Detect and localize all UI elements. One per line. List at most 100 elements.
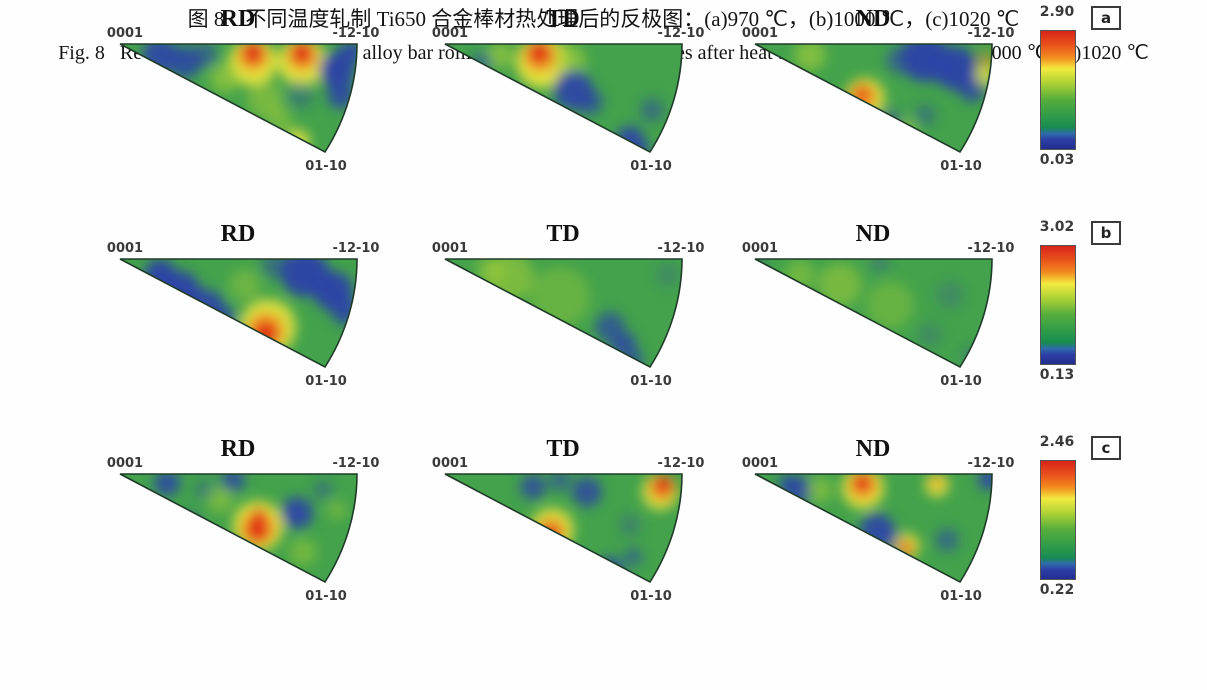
- hotspot-red: [253, 322, 277, 346]
- hotspot-blue: [331, 297, 357, 325]
- colorbar-group-a: 2.90 0.03 a: [1035, 0, 1205, 180]
- ipf-panel-a-nd: ND 0001 -12-10 01-10: [740, 0, 1070, 180]
- hotspot-blue: [261, 259, 289, 279]
- corner-label-0001: 0001: [107, 456, 143, 471]
- panel-title: RD: [221, 436, 256, 462]
- corner-label-0001: 0001: [107, 26, 143, 41]
- hotspot-blue: [623, 547, 643, 567]
- wedge-outline: [119, 43, 358, 154]
- ipf-wedge-b-rd: RD 0001 -12-10 01-10: [107, 221, 380, 389]
- corner-label-0001: 0001: [742, 241, 778, 256]
- hotspot-orange: [978, 51, 992, 69]
- ipf-wedge-c-td: TD 0001 -12-10 01-10: [432, 436, 705, 604]
- ipf-panel-c-nd: ND 0001 -12-10 01-10: [740, 430, 1070, 610]
- corner-label-01-10: 01-10: [630, 159, 672, 174]
- wedge-outline: [119, 258, 358, 369]
- colorbar-min-value: 0.03: [1039, 152, 1075, 168]
- hotspot-yellowgreen: [247, 82, 283, 118]
- wedge-outline: [444, 473, 683, 584]
- corner-label--12-10: -12-10: [333, 456, 380, 471]
- panel-title: TD: [546, 6, 579, 32]
- hotspot-yellowgreen: [818, 263, 862, 307]
- hotspot-blue: [520, 474, 546, 500]
- corner-label--12-10: -12-10: [333, 26, 380, 41]
- corner-label-01-10: 01-10: [305, 374, 347, 389]
- hotspot-yellowgreen: [554, 44, 586, 76]
- hotspot-red: [853, 474, 871, 491]
- ipf-row-a: RD 0001 -12-10 01-10 TD 0001 -12-10 01-1…: [0, 0, 1207, 215]
- colorbar-group-c: 2.46 0.22 c: [1035, 430, 1205, 610]
- colorbar-max-value: 3.02: [1039, 219, 1075, 235]
- hotspot-yellowgreen: [210, 63, 240, 93]
- corner-label-0001: 0001: [742, 456, 778, 471]
- corner-label-01-10: 01-10: [940, 374, 982, 389]
- colorbar-max-value: 2.90: [1039, 4, 1075, 20]
- hotspot-blue: [286, 81, 314, 109]
- hotspot-blue: [877, 109, 903, 135]
- colorbar-gradient: [1040, 30, 1076, 150]
- hotspot-blue: [313, 480, 333, 500]
- wedge-outline: [444, 43, 683, 154]
- hotspot-yellowgreen: [807, 477, 833, 503]
- hotspot-blue: [886, 46, 914, 74]
- corner-label--12-10: -12-10: [968, 456, 1015, 471]
- hotspot-blue: [577, 89, 603, 115]
- panel-title: RD: [221, 6, 256, 32]
- hotspot-blue: [572, 477, 602, 507]
- corner-label--12-10: -12-10: [968, 241, 1015, 256]
- subfigure-label-c: c: [1091, 436, 1121, 460]
- ipf-panel-c-rd: RD 0001 -12-10 01-10: [105, 430, 435, 610]
- ipf-grid: RD 0001 -12-10 01-10 TD 0001 -12-10 01-1…: [0, 0, 1207, 613]
- ipf-row-c: RD 0001 -12-10 01-10 TD 0001 -12-10 01-1…: [0, 430, 1207, 613]
- hotspot-blue: [778, 474, 796, 492]
- hotspot-yellowgreen: [785, 260, 815, 290]
- hotspot-blue: [472, 52, 492, 72]
- hotspot-blue: [870, 259, 890, 273]
- corner-label-01-10: 01-10: [940, 159, 982, 174]
- corner-label-0001: 0001: [432, 456, 468, 471]
- panel-title: ND: [856, 6, 891, 32]
- hotspot-red: [541, 525, 559, 543]
- ipf-row-b: RD 0001 -12-10 01-10 TD 0001 -12-10 01-1…: [0, 215, 1207, 430]
- ipf-panel-a-rd: RD 0001 -12-10 01-10: [105, 0, 435, 180]
- subfigure-label-b: b: [1091, 221, 1121, 245]
- colorbar-min-value: 0.13: [1039, 367, 1075, 383]
- corner-label--12-10: -12-10: [658, 26, 705, 41]
- colorbar-min-value: 0.22: [1039, 582, 1075, 598]
- corner-label--12-10: -12-10: [968, 26, 1015, 41]
- hotspot-yellowgreen: [794, 44, 826, 71]
- corner-label-01-10: 01-10: [305, 159, 347, 174]
- colorbar-max-value: 2.46: [1039, 434, 1075, 450]
- hotspot-blue: [339, 44, 357, 64]
- corner-label-0001: 0001: [432, 241, 468, 256]
- ipf-wedge-a-nd: ND 0001 -12-10 01-10: [742, 6, 1015, 174]
- hotspot-yellowgreen: [476, 259, 504, 284]
- corner-label-01-10: 01-10: [305, 589, 347, 604]
- hotspot-blue: [640, 98, 664, 122]
- corner-label--12-10: -12-10: [333, 241, 380, 256]
- hotspot-blue: [918, 323, 942, 347]
- corner-label-01-10: 01-10: [630, 374, 672, 389]
- ipf-panel-b-rd: RD 0001 -12-10 01-10: [105, 215, 435, 395]
- hotspot-red: [528, 44, 550, 63]
- hotspot-yellowgreen: [327, 500, 347, 520]
- hotspot-blue: [221, 474, 245, 492]
- corner-label-0001: 0001: [107, 241, 143, 256]
- colorbar-group-b: 3.02 0.13 b: [1035, 215, 1205, 395]
- hotspot-orange: [537, 518, 565, 546]
- ipf-panel-b-nd: ND 0001 -12-10 01-10: [740, 215, 1070, 395]
- hotspot-blue: [914, 104, 936, 126]
- colorbar-gradient: [1040, 460, 1076, 580]
- ipf-panel-b-td: TD 0001 -12-10 01-10: [430, 215, 760, 395]
- hotspot-yellowgreen: [487, 44, 513, 68]
- hotspot-blue: [616, 126, 644, 152]
- hotspot-blue: [936, 281, 964, 309]
- hotspot-red: [242, 44, 264, 63]
- panel-title: TD: [546, 436, 579, 462]
- colorbar-gradient: [1040, 245, 1076, 365]
- hotspot-blue: [192, 44, 218, 68]
- ipf-panel-a-td: TD 0001 -12-10 01-10: [430, 0, 760, 180]
- panel-title: TD: [546, 221, 579, 247]
- hotspot-yellowgreen: [289, 538, 317, 566]
- ipf-wedge-b-nd: ND 0001 -12-10 01-10: [742, 221, 1015, 389]
